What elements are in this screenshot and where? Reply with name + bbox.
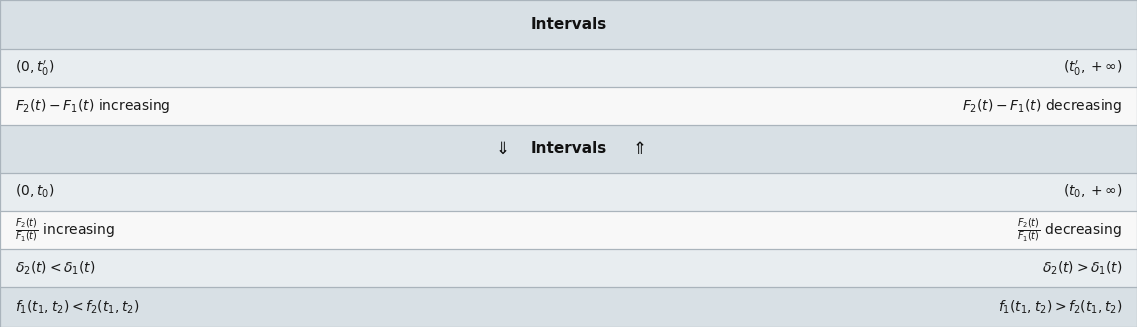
- Text: $\frac{F_2(t)}{F_1(t)}$ increasing: $\frac{F_2(t)}{F_1(t)}$ increasing: [15, 216, 115, 244]
- Text: $F_2(t) - F_1(t)$ increasing: $F_2(t) - F_1(t)$ increasing: [15, 97, 171, 115]
- Text: $(0, t_0^{\prime})$: $(0, t_0^{\prime})$: [15, 59, 55, 78]
- Text: $(t_0^{\prime}, +\infty)$: $(t_0^{\prime}, +\infty)$: [1063, 59, 1122, 78]
- Text: Intervals: Intervals: [530, 17, 607, 32]
- Bar: [0, 249, 1137, 287]
- Text: $(t_0,+\infty)$: $(t_0,+\infty)$: [1063, 183, 1122, 200]
- Text: Intervals: Intervals: [530, 142, 607, 156]
- Text: $\Uparrow$: $\Uparrow$: [629, 140, 645, 158]
- Text: $\delta_2(t) < \delta_1(t)$: $\delta_2(t) < \delta_1(t)$: [15, 259, 96, 277]
- Text: $f_1(t_1, t_2) > f_2(t_1, t_2)$: $f_1(t_1, t_2) > f_2(t_1, t_2)$: [997, 298, 1122, 316]
- Bar: [0, 287, 1137, 327]
- Text: $\frac{F_2(t)}{F_1(t)}$ decreasing: $\frac{F_2(t)}{F_1(t)}$ decreasing: [1018, 216, 1122, 244]
- Bar: [0, 173, 1137, 211]
- Text: $F_2(t) - F_1(t)$ decreasing: $F_2(t) - F_1(t)$ decreasing: [962, 97, 1122, 115]
- Bar: [0, 49, 1137, 87]
- Text: $f_1(t_1, t_2) < f_2(t_1, t_2)$: $f_1(t_1, t_2) < f_2(t_1, t_2)$: [15, 298, 140, 316]
- Text: $\Downarrow$: $\Downarrow$: [492, 140, 508, 158]
- Bar: [0, 125, 1137, 173]
- Bar: [0, 0, 1137, 49]
- Text: $\delta_2(t) > \delta_1(t)$: $\delta_2(t) > \delta_1(t)$: [1041, 259, 1122, 277]
- Text: $(0, t_0)$: $(0, t_0)$: [15, 183, 55, 200]
- Bar: [0, 211, 1137, 249]
- Bar: [0, 87, 1137, 125]
